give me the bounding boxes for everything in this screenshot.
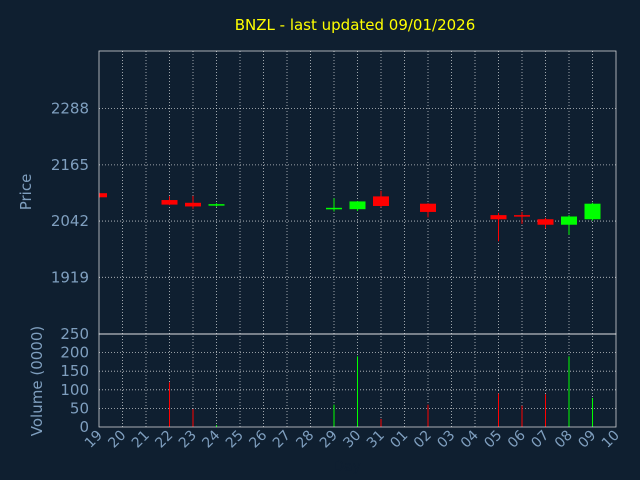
x-tick-label: 09 bbox=[575, 428, 599, 452]
volume-tick-label: 250 bbox=[60, 325, 89, 343]
x-tick-label: 06 bbox=[505, 427, 529, 451]
volume-tick-label: 0 bbox=[79, 418, 89, 436]
volume-tick-label: 100 bbox=[60, 381, 89, 399]
x-tick-label: 22 bbox=[152, 428, 176, 452]
candle-body bbox=[514, 215, 530, 217]
price-axis-label: Price bbox=[17, 174, 35, 211]
x-tick-label: 04 bbox=[458, 427, 482, 451]
candle-body bbox=[537, 219, 554, 225]
candle-body bbox=[161, 200, 178, 205]
candle-body bbox=[326, 207, 342, 210]
candle-body bbox=[584, 203, 601, 220]
candle-body bbox=[349, 201, 366, 210]
x-tick-label: 21 bbox=[129, 428, 153, 452]
x-tick-label: 20 bbox=[105, 428, 129, 452]
price-tick-label: 2165 bbox=[51, 156, 89, 174]
volume-tick-label: 150 bbox=[60, 362, 89, 380]
volume-axis-label: Volume (0000) bbox=[28, 326, 46, 436]
x-tick-label: 29 bbox=[317, 428, 341, 452]
x-tick-label: 27 bbox=[270, 428, 294, 452]
x-tick-label: 26 bbox=[246, 427, 270, 451]
x-tick-label: 02 bbox=[411, 428, 435, 452]
x-tick-label: 05 bbox=[481, 428, 505, 452]
x-tick-label: 31 bbox=[364, 428, 388, 452]
x-tick-label: 30 bbox=[340, 428, 364, 452]
x-tick-label: 08 bbox=[552, 428, 576, 452]
x-tick-label: 07 bbox=[528, 428, 552, 452]
x-tick-label: 24 bbox=[199, 427, 223, 451]
x-tick-label: 23 bbox=[176, 428, 200, 452]
volume-tick-label: 50 bbox=[70, 399, 89, 417]
candle-body bbox=[561, 216, 577, 225]
candles-group bbox=[99, 190, 601, 242]
candle-body bbox=[420, 203, 436, 212]
volume-panel-frame bbox=[98, 333, 617, 428]
candle-body bbox=[99, 193, 107, 198]
price-tick-label: 1919 bbox=[51, 268, 89, 286]
x-tick-label: 03 bbox=[434, 428, 458, 452]
x-tick-label: 10 bbox=[599, 428, 623, 452]
x-tick-label: 28 bbox=[293, 428, 317, 452]
marks-layer bbox=[99, 190, 601, 427]
price-tick-label: 2042 bbox=[51, 212, 89, 230]
x-tick-label: 01 bbox=[387, 428, 411, 452]
candle-body bbox=[185, 202, 201, 207]
x-tick-label: 25 bbox=[223, 428, 247, 452]
x-axis-label: Day bbox=[333, 459, 361, 475]
price-tick-label: 2288 bbox=[51, 100, 89, 118]
candle-body bbox=[373, 196, 389, 206]
candle-body bbox=[490, 215, 507, 220]
volume-tick-label: 200 bbox=[60, 344, 89, 362]
chart-title: BNZL - last updated 09/01/2026 bbox=[235, 16, 476, 34]
candle-body bbox=[208, 204, 225, 206]
